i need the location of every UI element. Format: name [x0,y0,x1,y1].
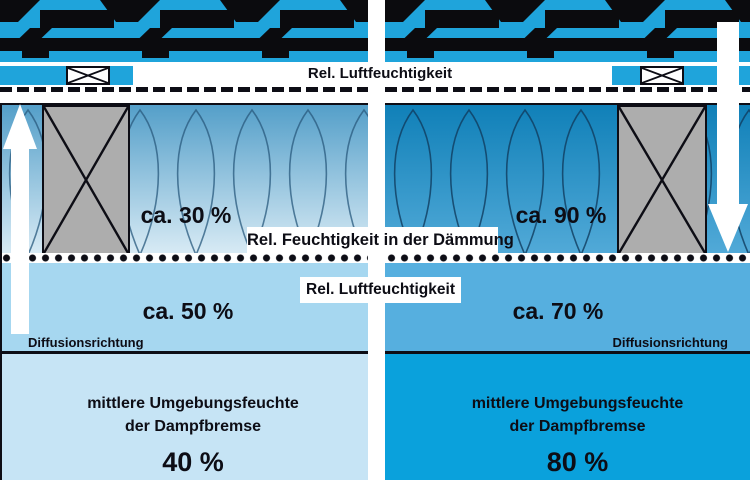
underlay-membrane-dashed-line [385,87,750,92]
mean-humidity-value-right: 80 % [546,447,609,477]
humidity-value-insulation-right: ca. 90 % [515,202,607,228]
mean-humidity-caption-line2: der Dampfbremse [124,418,262,435]
insulation-band-right [385,103,750,255]
rafter-section-icon [617,105,707,255]
mean-humidity-caption-line1: mittlere Umgebungsfeuchte [87,395,299,412]
vapour-barrier-dotted-line [0,253,368,263]
insulation-humidity-label: Rel. Feuchtigkeit in der Dämmung [247,227,514,253]
indoor-air-humidity-label: Rel. Luftfeuchtigkeit [300,277,461,303]
diffusion-direction-label-right: Diffusionsrichtung [612,335,728,350]
underlay-membrane-dashed-line [0,87,368,92]
roof-sky-band [0,0,368,62]
panel-right: ca. 70 % ca. 90 % ca. 70 % [385,0,750,480]
batten-section-icon [66,66,110,85]
room-band-left: mittlere Umgebungsfeuchte der Dampfbrems… [0,354,368,480]
mean-humidity-value-left: 40 % [162,447,224,477]
rafter-section-icon [42,105,130,255]
roof-sky-band [385,0,750,62]
humidity-value-air-right: ca. 70 % [512,298,604,324]
mean-humidity-caption-line2: der Dampfbremse [509,418,646,435]
vapour-barrier-dotted-line [385,253,750,263]
room-band-right: mittlere Umgebungsfeuchte der Dampfbrems… [385,354,750,480]
mean-humidity-caption-line1: mittlere Umgebungsfeuchte [471,395,684,412]
batten-section-icon [640,66,684,85]
humidity-value-insulation-left: ca. 30 % [140,202,232,228]
roof-tiles-icon [385,0,750,62]
diffusion-direction-label-left: Diffusionsrichtung [28,335,144,350]
air-gap-band-right: ca. 70 % [385,62,750,150]
roof-air-humidity-label: Rel. Luftfeuchtigkeit [307,65,453,82]
humidity-value-air-left: ca. 50 % [142,298,234,324]
panel-left-edge-line [0,103,2,480]
roof-tiles-icon [0,0,368,62]
